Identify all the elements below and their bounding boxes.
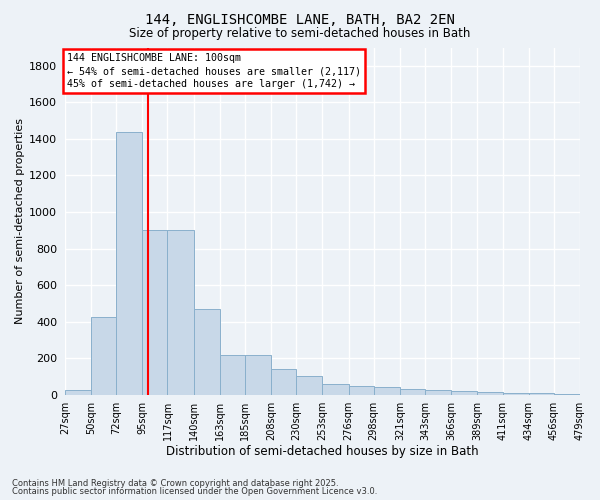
Text: 144 ENGLISHCOMBE LANE: 100sqm
← 54% of semi-detached houses are smaller (2,117)
: 144 ENGLISHCOMBE LANE: 100sqm ← 54% of s… — [67, 53, 361, 90]
Bar — [194, 309, 220, 394]
Bar — [142, 230, 167, 394]
Bar — [245, 354, 271, 395]
Bar — [451, 392, 478, 394]
Bar — [220, 354, 245, 395]
Bar — [91, 317, 116, 394]
Y-axis label: Number of semi-detached properties: Number of semi-detached properties — [15, 118, 25, 324]
Bar — [296, 376, 322, 394]
Text: Size of property relative to semi-detached houses in Bath: Size of property relative to semi-detach… — [130, 28, 470, 40]
Bar — [503, 392, 529, 394]
Text: Contains public sector information licensed under the Open Government Licence v3: Contains public sector information licen… — [12, 487, 377, 496]
Bar — [425, 390, 451, 394]
Text: Contains HM Land Registry data © Crown copyright and database right 2025.: Contains HM Land Registry data © Crown c… — [12, 478, 338, 488]
Bar — [529, 393, 554, 394]
Bar — [478, 392, 503, 394]
Bar — [167, 230, 194, 394]
Bar — [116, 132, 142, 394]
Bar — [322, 384, 349, 394]
Text: 144, ENGLISHCOMBE LANE, BATH, BA2 2EN: 144, ENGLISHCOMBE LANE, BATH, BA2 2EN — [145, 12, 455, 26]
X-axis label: Distribution of semi-detached houses by size in Bath: Distribution of semi-detached houses by … — [166, 444, 479, 458]
Bar — [349, 386, 374, 394]
Bar — [374, 387, 400, 394]
Bar — [65, 390, 91, 394]
Bar — [271, 368, 296, 394]
Bar — [400, 389, 425, 394]
